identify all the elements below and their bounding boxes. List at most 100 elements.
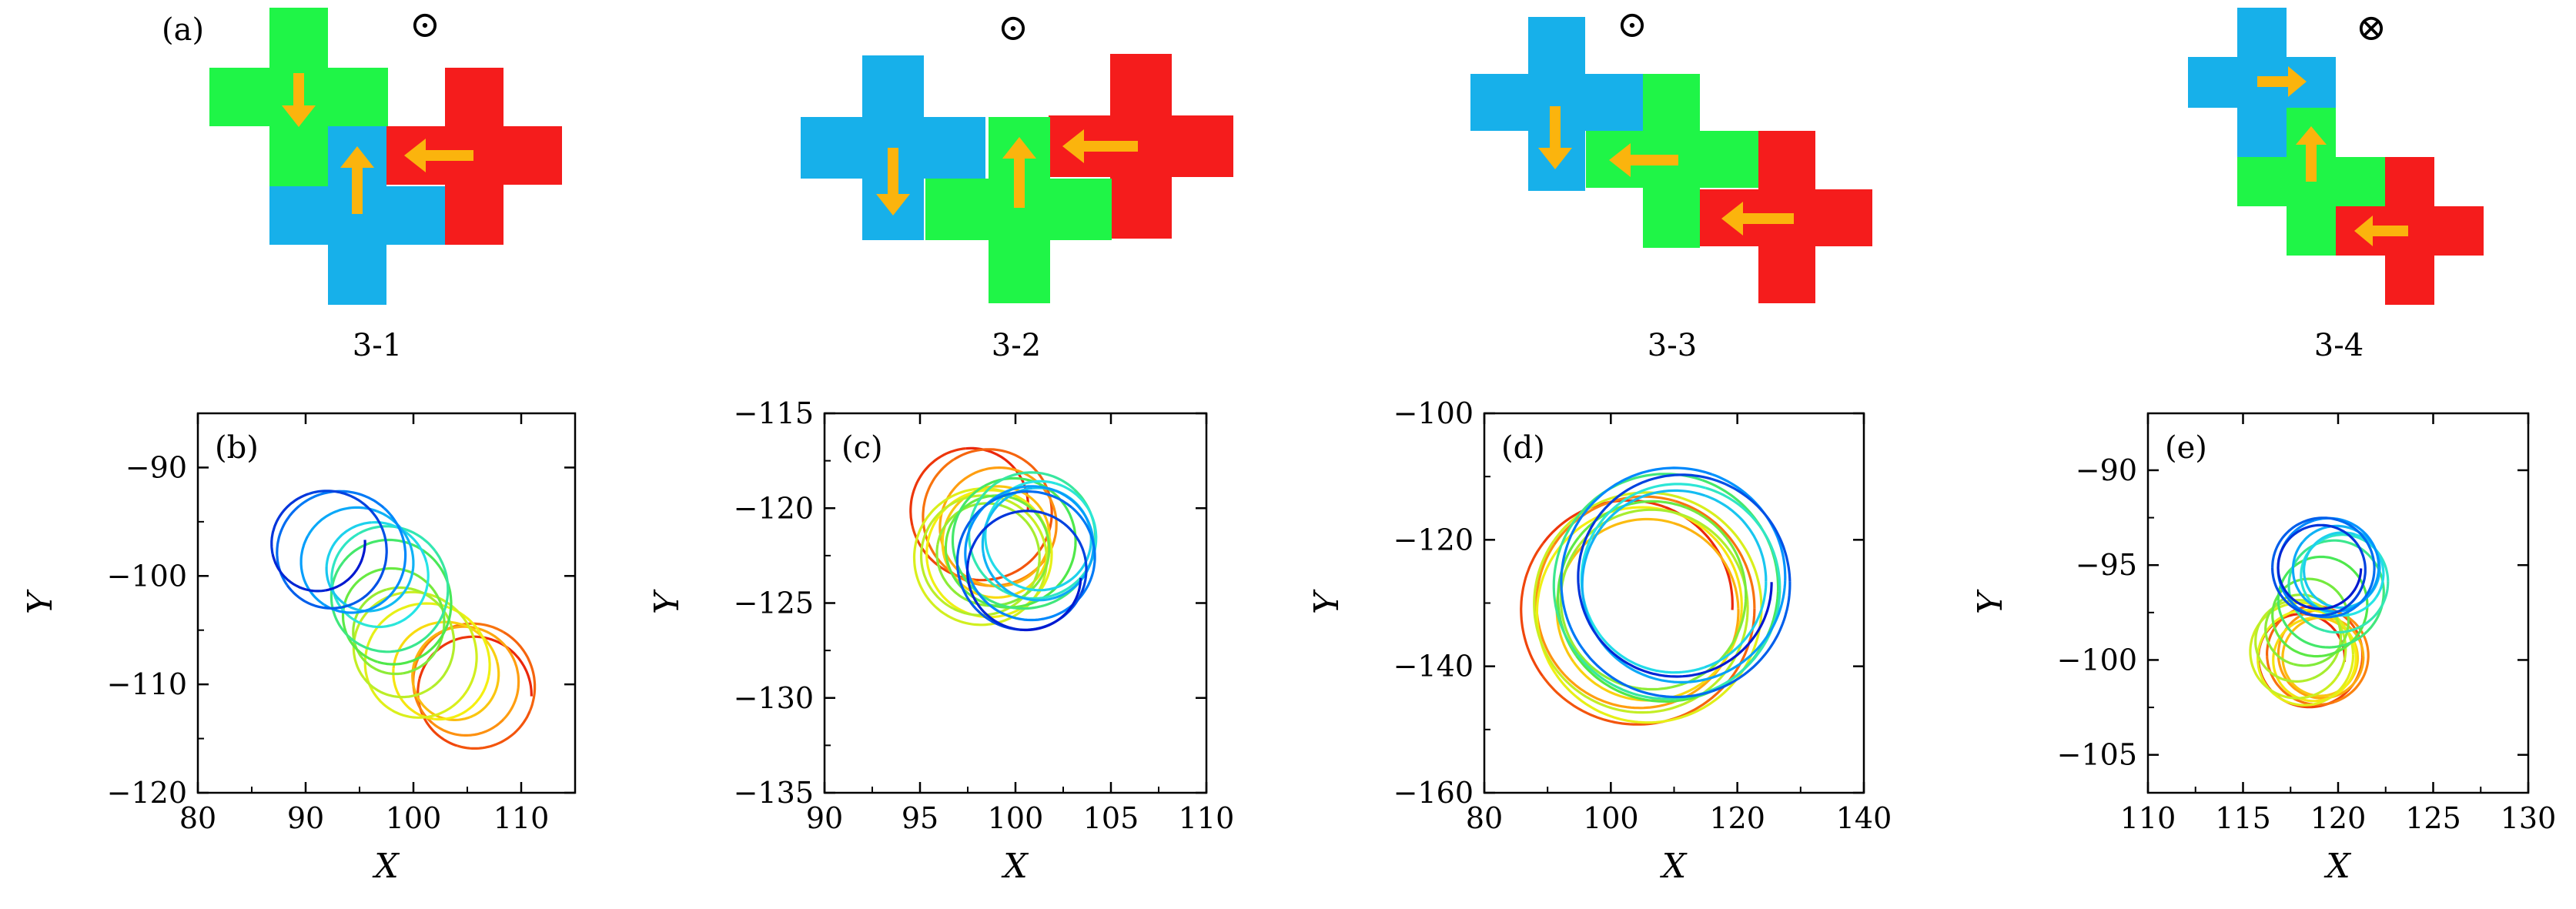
y-tick-label: −140: [1393, 650, 1474, 683]
trajectory-segment: [2277, 628, 2310, 698]
trajectory-segment: [417, 678, 458, 747]
trajectory-segment: [1708, 580, 1787, 680]
trajectory-segment: [984, 526, 1035, 592]
x-tick-label: 80: [179, 801, 216, 835]
x-tick-label: 110: [493, 801, 550, 835]
diagram-3-1: 3-1 ⊙: [209, 3, 562, 363]
trajectory-segment: [360, 523, 388, 600]
trajectory-segment: [1520, 542, 1544, 677]
diagram-3-4: 3-4 ⊗: [2188, 6, 2484, 363]
panel-a-label: (a): [162, 12, 204, 48]
trajectory-segment: [502, 630, 537, 712]
plot-c: 90 95 100 105 110 −115 −120 −125 −130 −135 X Y (c): [647, 396, 1234, 886]
trajectory-segment: [2325, 629, 2357, 700]
trajectory-segment: [376, 510, 415, 573]
plot-b: 80 90 100 110 −90 −100 −110 −120 X Y (b): [21, 412, 577, 886]
trajectory-segment: [442, 620, 499, 663]
trajectory-segment: [483, 636, 533, 697]
trajectory-segment: [1577, 520, 1601, 640]
trajectory-segment: [2333, 541, 2367, 614]
x-tick-label: 110: [1179, 801, 1235, 835]
y-axis-label: Y: [647, 589, 687, 614]
caption-3-3: 3-3: [1648, 328, 1697, 363]
caption-3-1: 3-1: [353, 328, 402, 363]
trajectory-segment: [1556, 670, 1680, 714]
trajectory-segment: [955, 520, 992, 622]
y-tick-label: −125: [734, 587, 814, 620]
trajectory-segment: [965, 560, 1021, 631]
trajectory-segment: [1685, 506, 1748, 599]
trajectory-segment: [418, 635, 483, 680]
trajectory-segment: [1705, 494, 1768, 582]
arrow-up-icon: [340, 146, 374, 214]
trajectory-plots: 80 90 100 110 −90 −100 −110 −120 X Y (b) 90 95 100 105…: [21, 396, 2556, 886]
caption-3-4: 3-4: [2314, 328, 2364, 363]
plot-frame: [2146, 412, 2530, 794]
y-tick-label: −120: [1393, 523, 1474, 556]
trajectory-segment: [503, 646, 520, 720]
trajectory-segment: [330, 560, 352, 640]
trajectory-segment: [469, 661, 500, 719]
trajectory-segment: [1704, 581, 1768, 669]
y-tick-label: −110: [107, 667, 187, 701]
trajectory-segment: [2280, 635, 2358, 658]
y-tick-label: −130: [734, 681, 814, 715]
x-tick-label: 80: [1466, 801, 1503, 835]
trajectory-segment: [2346, 562, 2385, 646]
into-page-symbol-3-4: ⊗: [2356, 6, 2387, 49]
trajectory-segment: [1680, 608, 1763, 719]
trajectory-segment: [430, 617, 456, 689]
arrow-left-icon: [2354, 216, 2408, 246]
trajectory-segment: [930, 494, 1025, 523]
trajectory-segment: [1042, 511, 1088, 593]
trajectory-segment: [1560, 513, 1585, 650]
arrow-up-icon: [2296, 126, 2327, 182]
trajectory-segment: [1712, 581, 1791, 693]
trajectory-segment: [298, 490, 385, 510]
trajectory-segment: [969, 490, 1073, 523]
arrow-up-icon: [1002, 137, 1036, 208]
panel-a-diagrams: (a) 3-1 ⊙: [162, 3, 2484, 363]
trajectory-segment: [2337, 559, 2369, 637]
y-tick-label: −90: [125, 450, 187, 484]
trajectory-segment: [2272, 657, 2327, 703]
trajectory-segment: [2324, 581, 2390, 634]
trajectory-segment: [391, 690, 468, 719]
plot-d: 80 100 120 140 −100 −120 −140 −160 X Y (d): [1307, 396, 1892, 886]
trajectory-segment: [2309, 656, 2365, 700]
arrow-right-icon: [2257, 66, 2307, 97]
trajectory-segment: [909, 447, 966, 526]
trajectory-segment: [325, 521, 372, 567]
trajectory-segment: [396, 561, 430, 624]
trajectory-segment: [431, 718, 505, 737]
arrow-left-icon: [1609, 143, 1678, 177]
trajectory-segment: [2271, 516, 2339, 568]
y-tick-label: −160: [1393, 776, 1474, 810]
trajectory-segment: [1553, 495, 1676, 546]
trajectory: [2249, 516, 2390, 709]
trajectory-segment: [371, 520, 428, 563]
trajectory-segment: [994, 494, 1051, 553]
arrow-left-icon: [1721, 202, 1794, 236]
trajectory-segment: [2303, 570, 2354, 610]
y-tick-label: −115: [734, 396, 814, 430]
trajectory-segment: [400, 568, 446, 623]
y-tick-label: −120: [107, 776, 187, 810]
trajectory-segment: [325, 566, 365, 613]
arrow-down-icon: [282, 73, 316, 127]
trajectory-segment: [350, 633, 431, 653]
trajectory-segment: [1559, 548, 1581, 655]
trajectory-segment: [2271, 567, 2336, 617]
trajectory-segment: [429, 550, 450, 635]
trajectory-segment: [392, 620, 443, 669]
x-tick-label: 110: [2120, 801, 2176, 835]
trajectory-segment: [1055, 482, 1098, 562]
x-axis-label: X: [372, 847, 400, 886]
arrow-left-icon: [404, 139, 473, 172]
trajectory-segment: [1575, 655, 1698, 703]
trajectory-segment: [2256, 627, 2290, 704]
trajectory-segment: [919, 521, 954, 610]
trajectory-segment: [1541, 675, 1674, 726]
x-tick-label: 100: [386, 801, 442, 835]
trajectory-segment: [999, 485, 1090, 523]
